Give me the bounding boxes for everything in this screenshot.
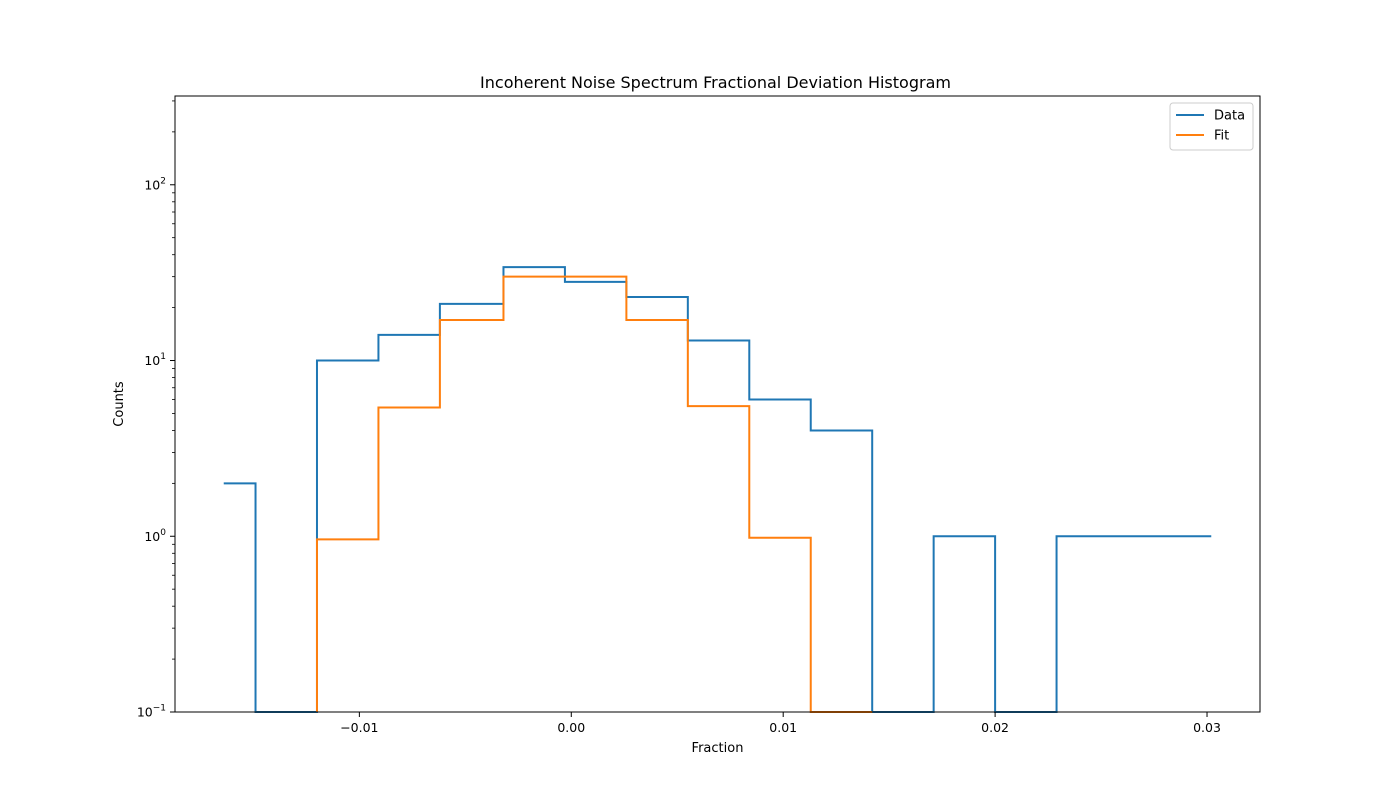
chart-title: Incoherent Noise Spectrum Fractional Dev… (480, 73, 951, 92)
x-axis-label: Fraction (692, 741, 744, 756)
y-tick-label: 102 (144, 176, 166, 192)
legend: Data Fit (1169, 102, 1254, 151)
legend-label-data: Data (1214, 109, 1245, 124)
series-data (223, 266, 1212, 713)
y-axis-ticks: 10−1 100 101 102 (137, 100, 175, 720)
y-tick-label: 10−1 (137, 704, 166, 720)
plot-area (223, 266, 1212, 713)
x-tick-label: 0.03 (1193, 720, 1221, 735)
series-fit (315, 275, 873, 713)
series-line-data (223, 266, 1212, 713)
x-tick-label: 0.00 (557, 720, 585, 735)
axes-frame (174, 95, 1261, 713)
x-tick-label: 0.02 (981, 720, 1009, 735)
x-tick-label: 0.01 (769, 720, 797, 735)
x-tick-label: −0.01 (340, 720, 378, 735)
series-line-fit (315, 275, 873, 713)
y-axis-label: Counts (112, 381, 127, 427)
y-tick-label: 101 (144, 352, 166, 368)
y-tick-label: 100 (144, 528, 166, 544)
x-axis-ticks: −0.01 0.00 0.01 0.02 0.03 (340, 712, 1221, 735)
legend-label-fit: Fit (1214, 129, 1229, 144)
